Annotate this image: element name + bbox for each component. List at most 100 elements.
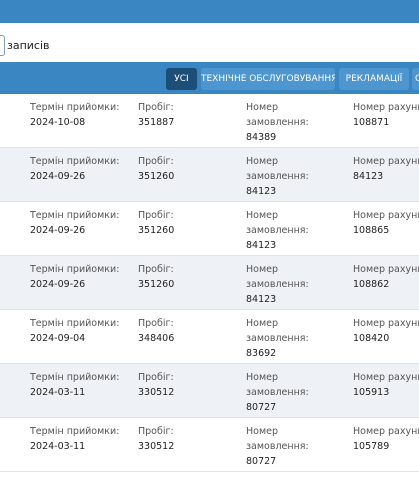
mileage-cell: Пробіг: 348406	[138, 316, 174, 346]
order-number-label-line1: Номер	[246, 156, 278, 167]
acceptance-date-value: 2024-09-26	[30, 279, 86, 290]
acceptance-date-value: 2024-09-04	[30, 333, 86, 344]
acceptance-date-label: Термін прийомки:	[30, 372, 120, 383]
invoice-number-cell: Номер рахунку 105789	[353, 424, 419, 454]
acceptance-date-cell: Термін прийомки: 2024-09-26	[30, 208, 119, 238]
acceptance-date-cell: Термін прийомки: 2024-03-11	[30, 370, 119, 400]
acceptance-date-label: Термін прийомки:	[30, 156, 120, 167]
mileage-value: 330512	[138, 441, 175, 452]
order-number-label-line2: замовлення:	[246, 117, 309, 128]
order-number-cell: Номер замовлення: 84123	[246, 262, 309, 307]
acceptance-date-value: 2024-03-11	[30, 441, 86, 452]
invoice-number-value: 105913	[353, 387, 390, 398]
invoice-number-cell: Номер рахунку 108871	[353, 100, 419, 130]
order-number-label-line1: Номер	[246, 426, 278, 437]
order-number-label-line2: замовлення:	[246, 171, 309, 182]
invoice-number-cell: Номер рахунку 108420	[353, 316, 419, 346]
mileage-cell: Пробіг: 351887	[138, 100, 174, 130]
mileage-label: Пробіг:	[138, 156, 174, 167]
order-number-value: 84123	[246, 240, 277, 251]
service-record-row[interactable]: Термін прийомки: 2024-09-04 Пробіг: 348406 Н…	[0, 310, 419, 364]
filter-tab-bar: УСІ ТЕХНІЧНЕ ОБСЛУГОВУВАННЯ РЕКЛАМАЦІЇ О	[0, 62, 419, 94]
acceptance-date-label: Термін прийомки:	[30, 318, 120, 329]
acceptance-date-label: Термін прийомки:	[30, 102, 120, 113]
invoice-number-label: Номер рахунку	[353, 318, 419, 329]
acceptance-date-label: Термін прийомки:	[30, 264, 120, 275]
order-number-cell: Номер замовлення: 83692	[246, 316, 309, 361]
invoice-number-cell: Номер рахунку 108862	[353, 262, 419, 292]
order-number-cell: Номер замовлення: 80727	[246, 370, 309, 415]
acceptance-date-cell: Термін прийомки: 2024-10-08	[30, 100, 119, 130]
acceptance-date-value: 2024-09-26	[30, 171, 86, 182]
acceptance-date-value: 2024-09-26	[30, 225, 86, 236]
mileage-value: 351260	[138, 225, 175, 236]
service-record-row[interactable]: Термін прийомки: 2024-03-11 Пробіг: 330512 Н…	[0, 364, 419, 418]
invoice-number-label: Номер рахунку	[353, 156, 419, 167]
records-per-page-row	[0, 23, 419, 62]
mileage-label: Пробіг:	[138, 264, 174, 275]
acceptance-date-label: Термін прийомки:	[30, 210, 120, 221]
service-record-row[interactable]: Термін прийомки: 2024-10-08 Пробіг: 351887 Н…	[0, 94, 419, 148]
mileage-value: 351260	[138, 279, 175, 290]
service-record-row[interactable]: Термін прийомки: 2024-09-26 Пробіг: 351260 Н…	[0, 202, 419, 256]
order-number-label-line1: Номер	[246, 210, 278, 221]
invoice-number-label: Номер рахунку	[353, 372, 419, 383]
service-record-row[interactable]: Термін прийомки: 2024-09-26 Пробіг: 351260 Н…	[0, 256, 419, 310]
order-number-cell: Номер замовлення: 84389	[246, 100, 309, 145]
order-number-label-line2: замовлення:	[246, 225, 309, 236]
order-number-value: 84123	[246, 186, 277, 197]
order-number-label-line2: замовлення:	[246, 333, 309, 344]
order-number-label-line1: Номер	[246, 102, 278, 113]
order-number-label-line2: замовлення:	[246, 441, 309, 452]
mileage-cell: Пробіг: 330512	[138, 370, 174, 400]
tab-all[interactable]: УСІ	[166, 68, 197, 90]
mileage-label: Пробіг:	[138, 318, 174, 329]
order-number-label-line2: замовлення:	[246, 279, 309, 290]
mileage-cell: Пробіг: 351260	[138, 262, 174, 292]
acceptance-date-cell: Термін прийомки: 2024-09-26	[30, 262, 119, 292]
order-number-label-line2: замовлення:	[246, 387, 309, 398]
invoice-number-value: 108862	[353, 279, 390, 290]
mileage-label: Пробіг:	[138, 102, 174, 113]
invoice-number-value: 84123	[353, 171, 384, 182]
order-number-label-line1: Номер	[246, 372, 278, 383]
acceptance-date-cell: Термін прийомки: 2024-09-04	[30, 316, 119, 346]
invoice-number-label: Номер рахунку	[353, 102, 419, 113]
invoice-number-label: Номер рахунку	[353, 264, 419, 275]
mileage-value: 351260	[138, 171, 175, 182]
invoice-number-value: 108420	[353, 333, 390, 344]
records-label: записів	[7, 39, 50, 52]
records-per-page-select[interactable]	[0, 35, 5, 56]
invoice-number-cell: Номер рахунку 108865	[353, 208, 419, 238]
mileage-label: Пробіг:	[138, 372, 174, 383]
service-record-row[interactable]: Термін прийомки: 2024-09-26 Пробіг: 351260 Н…	[0, 148, 419, 202]
order-number-label-line1: Номер	[246, 264, 278, 275]
mileage-cell: Пробіг: 351260	[138, 154, 174, 184]
order-number-label-line1: Номер	[246, 318, 278, 329]
tab-complaints[interactable]: РЕКЛАМАЦІЇ	[339, 68, 409, 90]
order-number-cell: Номер замовлення: 84123	[246, 154, 309, 199]
order-number-cell: Номер замовлення: 84123	[246, 208, 309, 253]
order-number-value: 80727	[246, 456, 277, 467]
order-number-value: 84389	[246, 132, 277, 143]
mileage-label: Пробіг:	[138, 426, 174, 437]
order-number-value: 80727	[246, 402, 277, 413]
invoice-number-cell: Номер рахунку 105913	[353, 370, 419, 400]
order-number-value: 83692	[246, 348, 277, 359]
acceptance-date-value: 2024-03-11	[30, 387, 86, 398]
top-header-bar	[0, 0, 419, 23]
mileage-label: Пробіг:	[138, 210, 174, 221]
invoice-number-value: 108871	[353, 117, 390, 128]
acceptance-date-label: Термін прийомки:	[30, 426, 120, 437]
service-record-row[interactable]: Термін прийомки: 2024-03-11 Пробіг: 330512 Н…	[0, 418, 419, 472]
order-number-cell: Номер замовлення: 80727	[246, 424, 309, 469]
mileage-value: 330512	[138, 387, 175, 398]
tab-other[interactable]: О	[412, 68, 419, 90]
invoice-number-label: Номер рахунку	[353, 426, 419, 437]
tab-maintenance[interactable]: ТЕХНІЧНЕ ОБСЛУГОВУВАННЯ	[201, 68, 335, 90]
acceptance-date-cell: Термін прийомки: 2024-09-26	[30, 154, 119, 184]
invoice-number-label: Номер рахунку	[353, 210, 419, 221]
mileage-value: 348406	[138, 333, 175, 344]
invoice-number-value: 105789	[353, 441, 390, 452]
mileage-cell: Пробіг: 351260	[138, 208, 174, 238]
